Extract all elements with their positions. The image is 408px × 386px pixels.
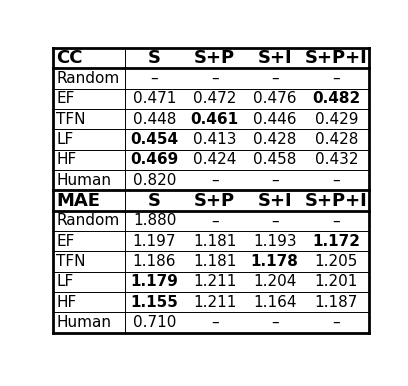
Text: 1.193: 1.193 [253,234,297,249]
Text: 1.187: 1.187 [315,295,358,310]
Text: 0.458: 0.458 [253,152,296,167]
Text: HF: HF [56,152,77,167]
Text: TFN: TFN [56,254,86,269]
Text: 0.428: 0.428 [253,132,296,147]
Text: CC: CC [56,49,83,67]
Text: –: – [271,213,279,229]
Text: EF: EF [56,234,75,249]
Text: 1.155: 1.155 [131,295,178,310]
Text: 1.880: 1.880 [133,213,176,229]
Text: LF: LF [56,132,73,147]
Text: 0.820: 0.820 [133,173,176,188]
Text: 0.710: 0.710 [133,315,176,330]
Text: Human: Human [56,315,111,330]
Text: 0.472: 0.472 [193,91,236,106]
Text: –: – [151,71,158,86]
Text: 1.186: 1.186 [133,254,176,269]
Text: –: – [211,213,218,229]
Text: S+P+I: S+P+I [305,191,368,210]
Text: TFN: TFN [56,112,86,127]
Text: –: – [333,173,340,188]
Text: 1.172: 1.172 [313,234,360,249]
Text: 0.476: 0.476 [253,91,297,106]
Text: LF: LF [56,274,73,290]
Text: 0.432: 0.432 [315,152,358,167]
Text: –: – [211,173,218,188]
Text: 1.181: 1.181 [193,234,236,249]
Text: 1.179: 1.179 [131,274,178,290]
Text: 0.428: 0.428 [315,132,358,147]
Text: 0.424: 0.424 [193,152,236,167]
Text: Random: Random [56,71,120,86]
Text: 0.482: 0.482 [312,91,361,106]
Text: 0.413: 0.413 [193,132,236,147]
Text: Human: Human [56,173,111,188]
Text: 0.454: 0.454 [131,132,179,147]
Text: MAE: MAE [56,191,100,210]
Text: –: – [271,71,279,86]
Text: S: S [148,191,161,210]
Text: –: – [271,173,279,188]
Text: 0.471: 0.471 [133,91,176,106]
Text: 0.461: 0.461 [191,112,239,127]
Text: –: – [333,315,340,330]
Text: –: – [211,71,218,86]
Text: S+I: S+I [257,49,292,67]
Text: S+P+I: S+P+I [305,49,368,67]
Text: 1.164: 1.164 [253,295,297,310]
Text: –: – [333,213,340,229]
Text: 1.211: 1.211 [193,274,236,290]
Text: 1.205: 1.205 [315,254,358,269]
Text: –: – [271,315,279,330]
Text: EF: EF [56,91,75,106]
Text: S+I: S+I [257,191,292,210]
Text: 1.178: 1.178 [251,254,299,269]
Text: 1.204: 1.204 [253,274,296,290]
Text: 0.448: 0.448 [133,112,176,127]
Text: S+P: S+P [194,49,235,67]
Text: 1.197: 1.197 [133,234,176,249]
Text: S: S [148,49,161,67]
Text: HF: HF [56,295,77,310]
Text: Random: Random [56,213,120,229]
Text: 0.446: 0.446 [253,112,297,127]
Text: 1.201: 1.201 [315,274,358,290]
Text: 0.429: 0.429 [315,112,358,127]
Text: –: – [211,315,218,330]
Text: S+P: S+P [194,191,235,210]
Text: 1.181: 1.181 [193,254,236,269]
Text: –: – [333,71,340,86]
Text: 1.211: 1.211 [193,295,236,310]
Text: 0.469: 0.469 [131,152,179,167]
